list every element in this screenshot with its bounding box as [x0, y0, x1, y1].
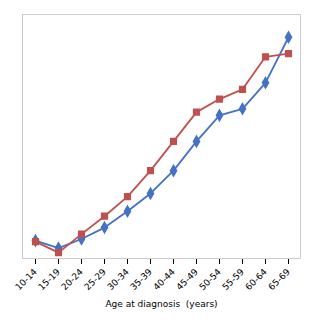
- svg-text:50-54: 50-54: [197, 267, 223, 293]
- svg-text:20-24: 20-24: [59, 267, 85, 293]
- svg-text:40-44: 40-44: [151, 267, 177, 293]
- svg-text:55-59: 55-59: [220, 267, 246, 293]
- svg-text:25-29: 25-29: [82, 267, 108, 293]
- svg-text:15-19: 15-19: [36, 267, 62, 293]
- svg-text:60-64: 60-64: [243, 267, 269, 293]
- svg-text:10-14: 10-14: [13, 267, 39, 293]
- svg-text:65-69: 65-69: [266, 267, 292, 293]
- svg-text:35-39: 35-39: [128, 267, 154, 293]
- svg-text:Age at diagnosis (years): Age at diagnosis (years): [105, 299, 217, 309]
- svg-text:45-49: 45-49: [174, 267, 200, 293]
- svg-text:30-34: 30-34: [105, 267, 131, 293]
